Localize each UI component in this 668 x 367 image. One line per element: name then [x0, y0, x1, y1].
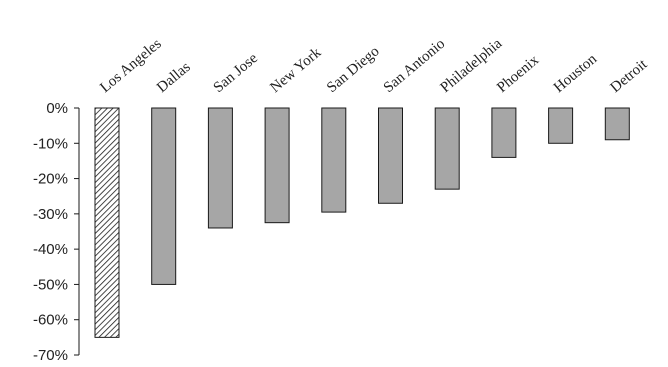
y-axis-ticks: 0% -10% -20% -30% -40% -50% -60% -70% — [33, 100, 79, 364]
y-tick-label: -30% — [33, 206, 68, 223]
y-tick-label: -20% — [33, 171, 68, 188]
bars — [95, 108, 629, 337]
bar-dallas — [152, 108, 176, 284]
y-tick-label: -60% — [33, 312, 68, 329]
y-tick-label: -70% — [33, 347, 68, 364]
category-label: San Antonio — [381, 36, 448, 96]
category-label: Detroit — [608, 56, 651, 96]
y-tick-label: -50% — [33, 276, 68, 293]
bar-san-antonio — [379, 108, 403, 203]
bar-houston — [549, 108, 573, 143]
y-tick-label: 0% — [46, 100, 68, 117]
bar-san-jose — [208, 108, 232, 228]
y-tick-label: -10% — [33, 135, 68, 152]
category-label: New York — [267, 44, 324, 96]
bar-detroit — [605, 108, 629, 140]
bar-philadelphia — [435, 108, 459, 189]
bar-san-diego — [322, 108, 346, 212]
bar-new-york — [265, 108, 289, 223]
y-tick-label: -40% — [33, 241, 68, 258]
category-label: Los Angeles — [97, 36, 165, 96]
bar-los-angeles — [95, 108, 119, 337]
bar-phoenix — [492, 108, 516, 157]
category-label: San Jose — [211, 50, 261, 96]
category-label: San Diego — [324, 43, 382, 96]
category-label: Dallas — [154, 59, 194, 96]
category-label: Philadelphia — [437, 35, 505, 96]
category-label: Phoenix — [494, 52, 542, 96]
category-label: Houston — [551, 51, 601, 96]
